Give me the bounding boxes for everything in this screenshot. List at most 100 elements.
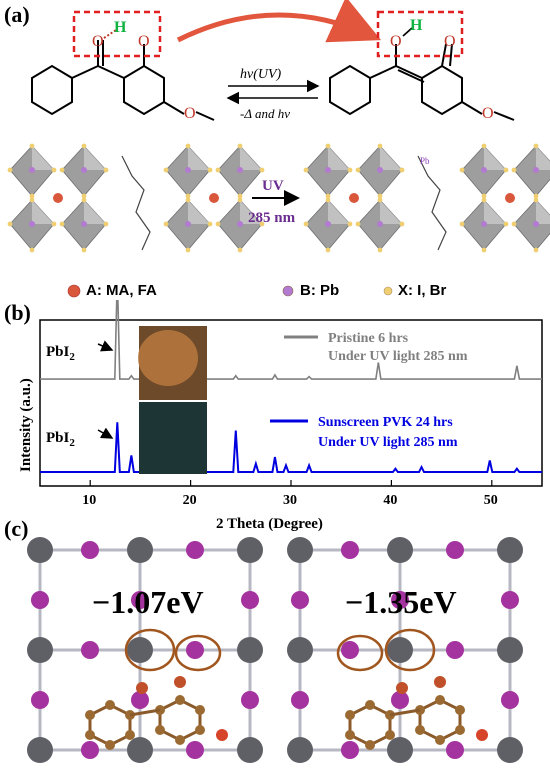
oxygen-atom <box>434 676 446 688</box>
x-tick-label: 30 <box>283 493 297 508</box>
transfer-arrow <box>176 0 382 43</box>
x-tick-label: 20 <box>183 493 197 508</box>
xrd-chart: 10 20 30 40 50 Intensity (a.u.) 2 Theta (Deg… <box>18 300 543 532</box>
halide-atom <box>459 167 465 173</box>
halide-sphere <box>446 641 464 659</box>
pb-sphere <box>497 737 523 763</box>
panel-c-structures: −1.07eV −1.35eV <box>27 537 523 763</box>
halide-sphere <box>131 691 149 709</box>
carbon-atom <box>435 695 445 705</box>
halide-sphere <box>131 591 149 609</box>
pb-atom <box>533 221 539 227</box>
halide-atom <box>325 143 331 149</box>
forward-label: hν(UV) <box>240 67 282 82</box>
pb-sphere <box>127 737 153 763</box>
halide-atom <box>215 167 221 173</box>
carbon-atom <box>85 710 95 720</box>
right-lattice: Pb <box>303 143 550 253</box>
reverse-label: -Δ and hν <box>240 106 290 121</box>
x-tick-label: 10 <box>82 493 96 508</box>
octahedron-face <box>188 200 210 224</box>
pb-sphere <box>237 737 263 763</box>
pb-atom <box>237 167 243 173</box>
a-cation <box>53 193 63 203</box>
svg-text:O: O <box>184 105 196 122</box>
energy-right: −1.35eV <box>345 584 457 620</box>
pb-sphere <box>497 637 523 663</box>
octahedron <box>513 145 550 197</box>
carbon-atom <box>345 730 355 740</box>
benzene-ring <box>348 703 392 747</box>
halide-atom <box>377 247 383 253</box>
halide-atom <box>81 143 87 149</box>
highlight-ring <box>384 628 436 672</box>
carbon-atom <box>105 740 115 750</box>
pb-sphere <box>237 537 263 563</box>
legend-marker-b <box>282 285 294 297</box>
octahedron-face <box>328 146 350 170</box>
uv-label: UV <box>262 178 284 194</box>
pb-sphere <box>237 637 263 663</box>
octahedron-face <box>484 200 506 224</box>
bond <box>129 708 161 717</box>
halide-atom <box>481 247 487 253</box>
octahedron-face <box>84 200 106 224</box>
legend-label-a: A: MA, FA <box>86 282 157 299</box>
halide-atom <box>29 197 35 203</box>
y-axis-label: Intensity (a.u.) <box>18 378 34 472</box>
halide-atom <box>207 167 213 173</box>
halide-atom <box>533 143 539 149</box>
pb-label: Pb <box>420 156 430 166</box>
left-molecule <box>31 40 215 121</box>
pb-atom <box>481 221 487 227</box>
molecule-sketch <box>417 155 447 251</box>
halide-atom <box>533 247 539 253</box>
halide-sphere <box>501 691 519 709</box>
halide-atom <box>185 193 191 199</box>
pb-atom <box>325 167 331 173</box>
pb-sphere <box>127 537 153 563</box>
halide-atom <box>29 143 35 149</box>
halide-sphere <box>291 691 309 709</box>
pb-atom <box>237 221 243 227</box>
pb-sphere <box>387 537 413 563</box>
halide-sphere <box>446 541 464 559</box>
pb-sphere <box>497 537 523 563</box>
halide-atom <box>59 167 65 173</box>
halide-sphere <box>31 591 49 609</box>
halide-sphere <box>81 541 99 559</box>
benzene-ring <box>158 698 202 742</box>
halide-sphere <box>291 591 309 609</box>
halide-sphere <box>186 741 204 759</box>
x-tick-label: 40 <box>383 493 397 508</box>
left-highlight-box <box>72 10 162 58</box>
halide-atom <box>7 167 13 173</box>
benzene-ring <box>88 703 132 747</box>
pbi2-label-bottom: PbI2 <box>46 430 75 449</box>
carbon-atom <box>415 725 425 735</box>
halide-atom <box>59 221 65 227</box>
halide-atom <box>7 221 13 227</box>
octahedron <box>513 199 550 251</box>
legend-pristine-line1: Pristine 6 hrs <box>328 331 409 346</box>
pb-sphere <box>287 737 313 763</box>
halide-atom <box>237 193 243 199</box>
halide-atom <box>237 247 243 253</box>
molecule-sketch <box>121 155 151 251</box>
halide-atom <box>303 167 309 173</box>
halide-atom <box>347 221 353 227</box>
pb-atom <box>533 167 539 173</box>
halide-atom <box>259 167 265 173</box>
legend-label-x: X: I, Br <box>398 282 447 299</box>
halide-atom <box>325 197 331 203</box>
panel-b-label: (b) <box>4 300 31 325</box>
halide-atom <box>533 193 539 199</box>
halide-sphere <box>341 741 359 759</box>
halide-sphere <box>341 541 359 559</box>
oxygen-atom <box>174 676 186 688</box>
halide-atom <box>81 193 87 199</box>
halide-atom <box>51 167 57 173</box>
legend-sunscreen-line2: Under UV light 285 nm <box>318 435 458 450</box>
legend-marker-x <box>383 286 393 296</box>
pb-sphere <box>387 637 413 663</box>
